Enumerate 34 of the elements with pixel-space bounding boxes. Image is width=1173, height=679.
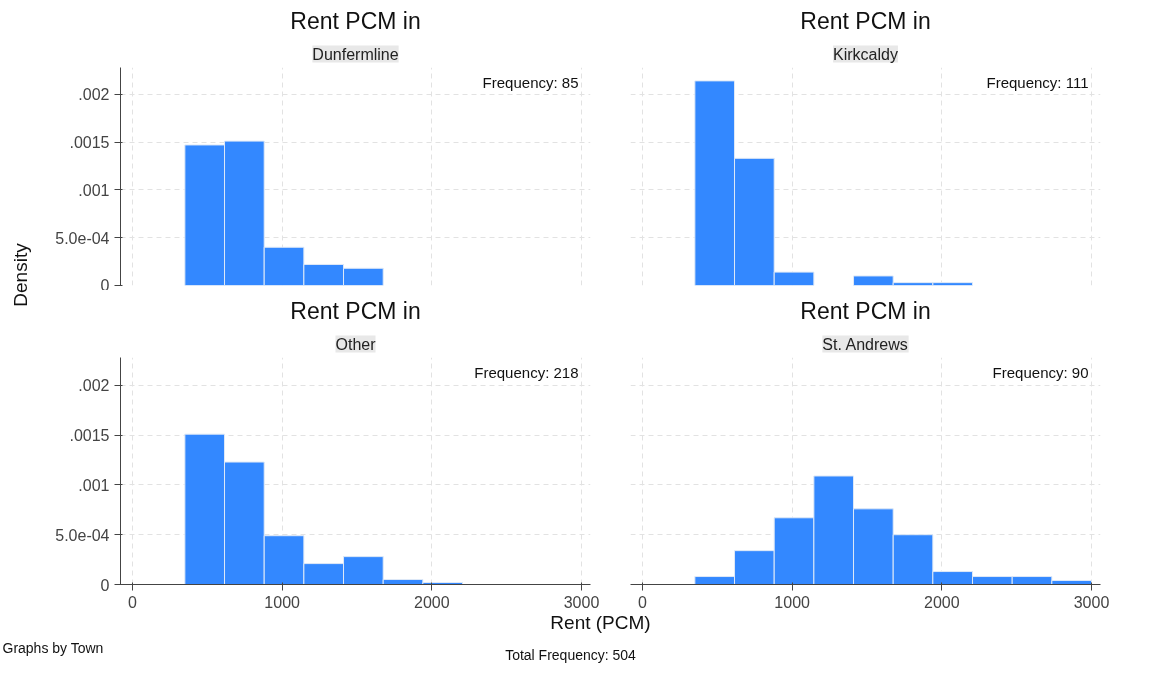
chart-title: Rent PCM in xyxy=(290,7,421,34)
y-tick-label: .0015 xyxy=(69,427,110,445)
annotation: Frequency: 111 xyxy=(986,73,1089,91)
text: Graphs by Town xyxy=(2,639,104,656)
y-tick-label: 5.0e-04 xyxy=(55,526,110,544)
x-tick-label: 0 xyxy=(128,593,138,611)
annotation: Frequency: 90 xyxy=(992,363,1089,381)
y-tick-label: 0 xyxy=(100,576,110,594)
annotation: Frequency: 218 xyxy=(474,363,579,381)
y-tick-label: .002 xyxy=(78,377,110,395)
chart-subtitle: St. Andrews xyxy=(822,335,908,353)
y-tick-label: .001 xyxy=(78,181,110,199)
y-tick-label: 5.0e-04 xyxy=(55,229,110,247)
chart-title: Rent PCM in xyxy=(290,297,421,324)
chart-subtitle: Dunfermline xyxy=(312,45,399,63)
x-tick-label: 1000 xyxy=(264,593,301,611)
x-axis-title: Rent (PCM) xyxy=(550,611,651,633)
x-tick-label: 0 xyxy=(638,593,648,611)
annotation: Frequency: 85 xyxy=(482,73,579,91)
y-tick-label: .0015 xyxy=(69,134,110,152)
chart-subtitle: Other xyxy=(335,335,377,353)
text: Total Frequency: 504 xyxy=(505,646,637,663)
x-tick-label: 1000 xyxy=(774,593,811,611)
chart-title: Rent PCM in xyxy=(800,297,931,324)
x-tick-label: 2000 xyxy=(924,593,960,611)
x-tick-label: 3000 xyxy=(563,593,600,611)
y-tick-label: 0 xyxy=(100,276,110,294)
x-tick-label: 2000 xyxy=(414,593,450,611)
chart-title: Rent PCM in xyxy=(800,7,931,34)
y-axis-title: Density xyxy=(10,242,31,307)
y-tick-label: .001 xyxy=(78,476,110,494)
y-tick-label: .002 xyxy=(78,86,110,104)
chart-subtitle: Kirkcaldy xyxy=(833,45,898,63)
x-tick-label: 3000 xyxy=(1073,593,1110,611)
